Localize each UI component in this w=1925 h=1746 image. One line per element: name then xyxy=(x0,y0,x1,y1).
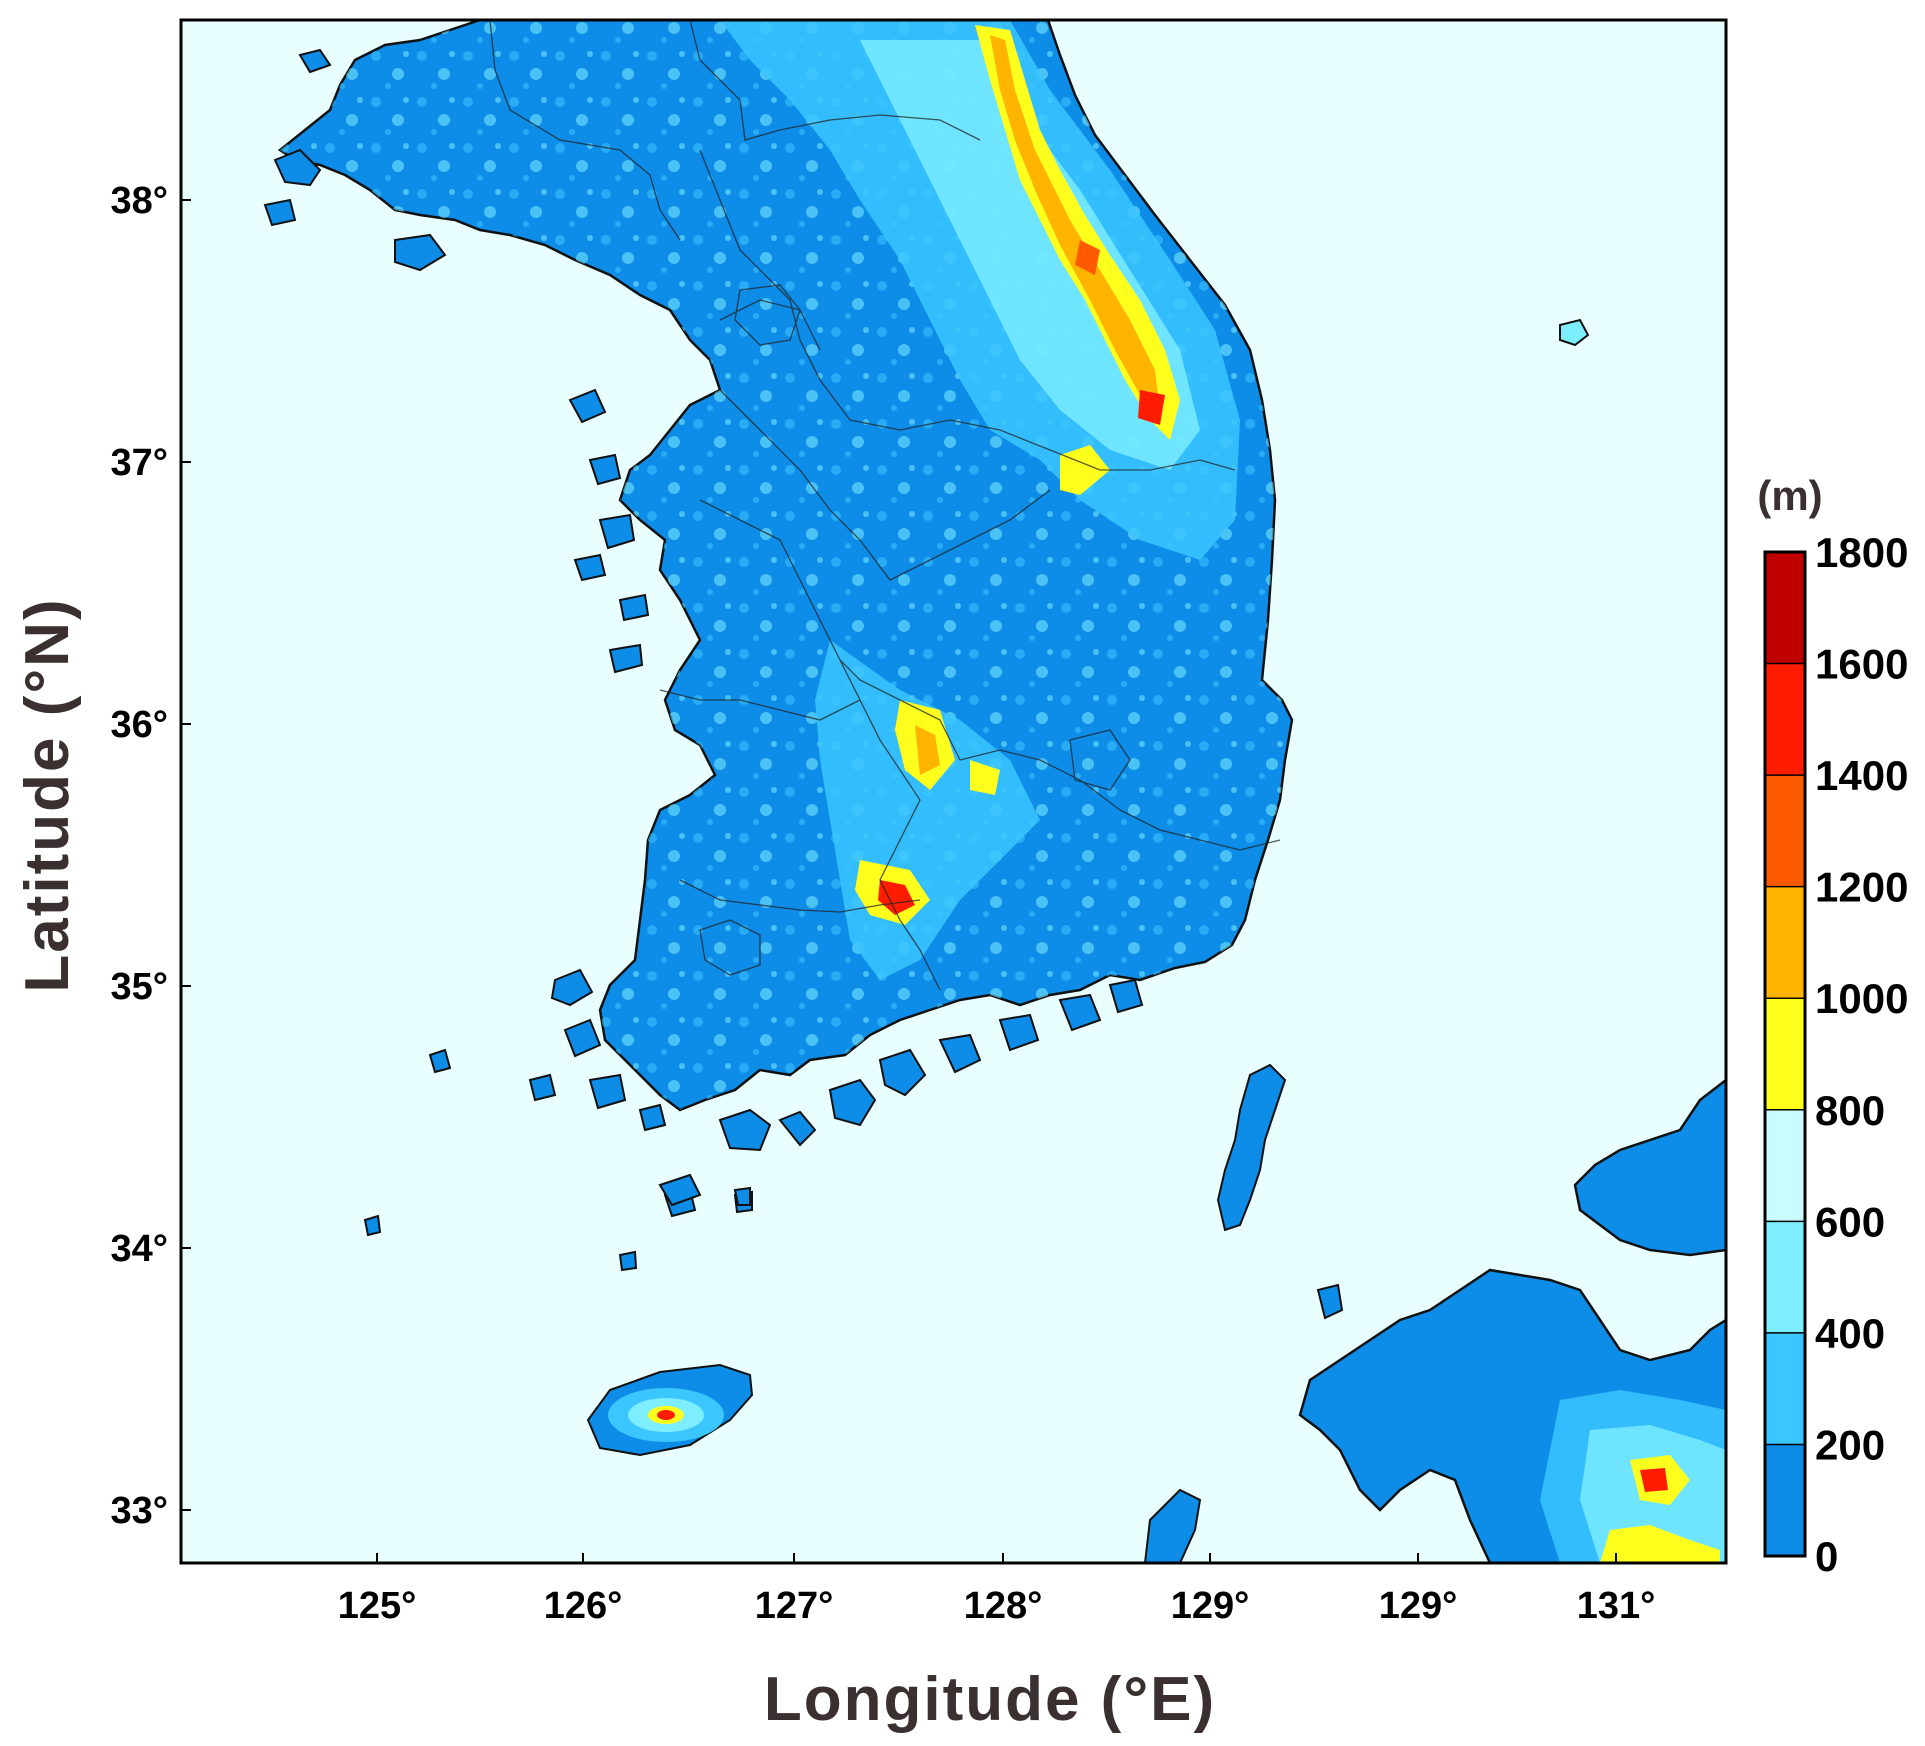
x-axis-ticks xyxy=(376,1553,1617,1563)
y-tick-label: 37° xyxy=(111,442,168,484)
colorbar-segment xyxy=(1765,775,1805,888)
ulleung-island xyxy=(1559,318,1590,347)
colorbar-tick-label: 0 xyxy=(1815,1533,1838,1580)
kyushu-peak-red xyxy=(1640,1468,1668,1492)
x-tick-label: 129° xyxy=(1379,1585,1458,1627)
sobaek-peaks xyxy=(1060,445,1110,495)
colorbar-unit: (m) xyxy=(1757,472,1822,519)
x-tick-label: 127° xyxy=(755,1585,834,1627)
x-tick-label: 125° xyxy=(338,1585,417,1627)
colorbar-tick-label: 1400 xyxy=(1815,752,1908,799)
seorak-peak xyxy=(1075,240,1100,275)
colorbar-frame xyxy=(1763,550,1807,1558)
province-borders xyxy=(489,20,1281,991)
x-tick-label: 128° xyxy=(964,1585,1043,1627)
colorbar-segment xyxy=(1765,998,1805,1111)
y-tick-label: 36° xyxy=(111,704,168,746)
colorbar-segment xyxy=(1765,1444,1805,1557)
colorbar-segment xyxy=(1765,1332,1805,1445)
kyushu-peaks-south xyxy=(1600,1525,1720,1563)
iki-island xyxy=(1316,1283,1344,1320)
land-layer xyxy=(263,20,1726,1563)
y-tick-label: 38° xyxy=(111,180,168,222)
x-tick-label: 126° xyxy=(544,1585,623,1627)
tsushima-island xyxy=(1216,1063,1287,1232)
colorbar-tick-label: 800 xyxy=(1815,1087,1885,1134)
y-axis-ticks xyxy=(181,199,191,1511)
colorbar-segment xyxy=(1765,552,1805,665)
jeju-island xyxy=(586,1363,754,1457)
colorbar-tick-label: 200 xyxy=(1815,1421,1885,1468)
y-axis-title: Latitude (°N) xyxy=(13,597,82,992)
deogyu-peaks-orange xyxy=(915,725,940,775)
colorbar-segments xyxy=(1765,552,1805,1557)
honshu-tip xyxy=(1573,1078,1726,1257)
odae-peak xyxy=(1138,390,1165,425)
colorbar-segment xyxy=(1765,663,1805,776)
colorbar-segment xyxy=(1765,886,1805,999)
highland-light-band xyxy=(860,40,1200,470)
colorbar-segment xyxy=(1765,1109,1805,1222)
colorbar-tick-label: 1600 xyxy=(1815,641,1908,688)
x-axis-title: Longitude (°E) xyxy=(764,1665,1216,1734)
x-tick-label: 131° xyxy=(1577,1585,1656,1627)
y-tick-label: 34° xyxy=(111,1228,168,1270)
colorbar-tick-label: 1000 xyxy=(1815,975,1908,1022)
colorbar-labels: 1800 1600 1400 1200 1000 800 600 400 200 0 xyxy=(1815,529,1908,1580)
colorbar-tick-label: 600 xyxy=(1815,1198,1885,1245)
jiri-peaks-red xyxy=(878,880,915,915)
colorbar-tick-label: 1800 xyxy=(1815,529,1908,576)
goto-islands xyxy=(1143,1488,1202,1563)
colorbar-tick-label: 400 xyxy=(1815,1310,1885,1357)
colorbar: (m) 1800 1600 1400 1200 1000 800 600 400 200 0 xyxy=(1757,472,1908,1580)
south-coast-islands xyxy=(658,978,1144,1207)
y-tick-label: 35° xyxy=(111,966,168,1008)
x-tick-label: 129° xyxy=(1171,1585,1250,1627)
colorbar-segment xyxy=(1765,1221,1805,1334)
gaya-peaks xyxy=(970,760,1000,795)
taebaek-peaks-orange xyxy=(990,35,1160,410)
colorbar-tick-label: 1200 xyxy=(1815,864,1908,911)
plot-frame xyxy=(179,18,1728,1565)
y-tick-label: 33° xyxy=(111,1490,168,1532)
